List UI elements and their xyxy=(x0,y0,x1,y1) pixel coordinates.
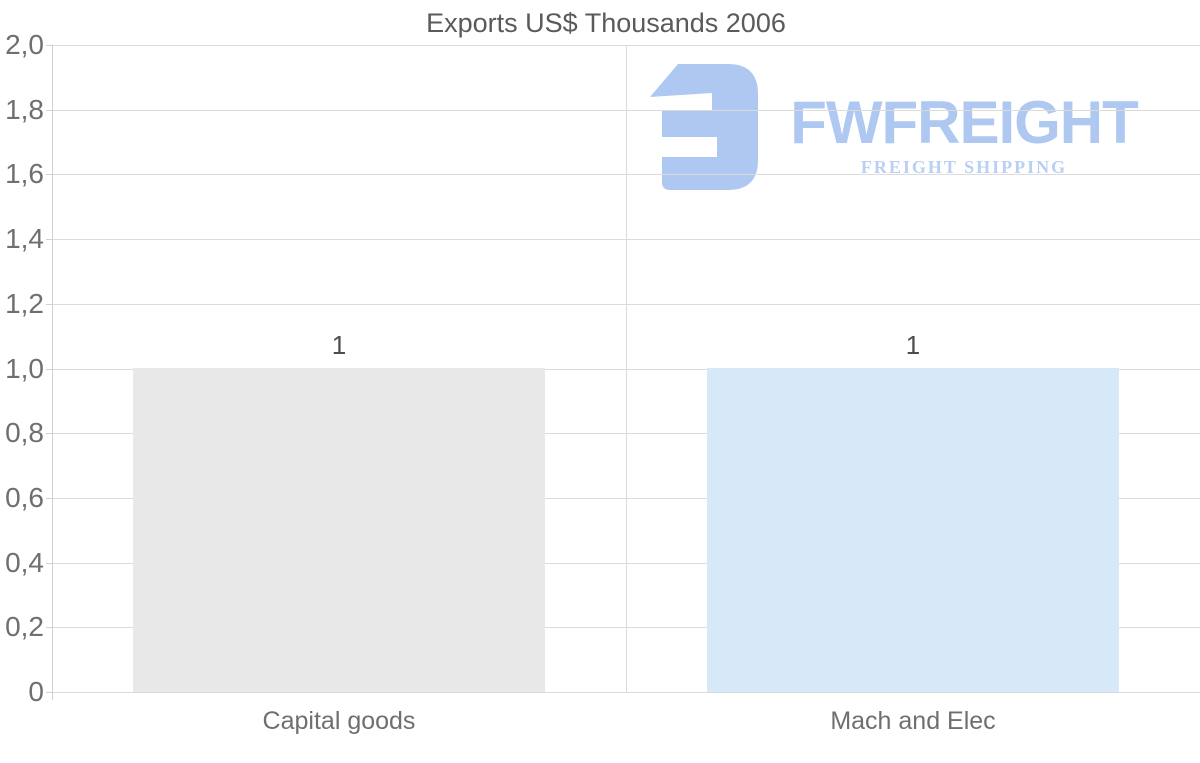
watermark-text-block: FWFREIGHT FREIGHT SHIPPING xyxy=(780,92,1148,178)
y-axis-tick xyxy=(46,627,52,628)
bar-capital-goods[interactable] xyxy=(133,368,545,692)
y-axis-label: 0,6 xyxy=(5,482,44,513)
y-axis-tick xyxy=(46,239,52,240)
y-axis-label: 1,2 xyxy=(5,288,44,319)
y-axis-label: 1,6 xyxy=(5,158,44,189)
y-axis-label: 0,4 xyxy=(5,547,44,578)
bar-value-label: 1 xyxy=(905,330,921,360)
y-axis-label: 1,8 xyxy=(5,94,44,125)
y-axis-label: 2,0 xyxy=(5,29,44,60)
y-axis-tick xyxy=(46,110,52,111)
y-axis-tick xyxy=(46,433,52,434)
bar-mach-and-elec[interactable] xyxy=(707,368,1119,692)
watermark-brand-text: FWFREIGHT xyxy=(790,89,1139,156)
y-axis-tick xyxy=(46,563,52,564)
y-axis-label: 0 xyxy=(28,676,44,707)
y-axis-label: 0,8 xyxy=(5,417,44,448)
y-axis-tick xyxy=(46,45,52,46)
category-label-capital-goods: Capital goods xyxy=(262,707,416,735)
fwfreight-logo-shape xyxy=(650,64,758,190)
grid-line-horizontal xyxy=(52,692,1200,693)
fwfreight-logo-icon xyxy=(650,64,758,190)
y-axis-tick xyxy=(46,174,52,175)
watermark-tagline-text: FREIGHT SHIPPING xyxy=(860,157,1068,177)
y-axis-tick xyxy=(46,304,52,305)
y-axis-label: 1,4 xyxy=(5,223,44,254)
bar-value-label: 1 xyxy=(331,330,347,360)
y-axis-tick xyxy=(46,692,52,693)
chart-title: Exports US$ Thousands 2006 xyxy=(426,8,786,38)
y-axis-label: 1,0 xyxy=(5,353,44,384)
category-label-mach-and-elec: Mach and Elec xyxy=(830,707,996,735)
grid-line-vertical xyxy=(626,45,627,692)
y-axis-tick xyxy=(46,498,52,499)
y-axis-tick xyxy=(46,369,52,370)
y-axis-label: 0,2 xyxy=(5,611,44,642)
y-axis-line xyxy=(52,45,53,700)
